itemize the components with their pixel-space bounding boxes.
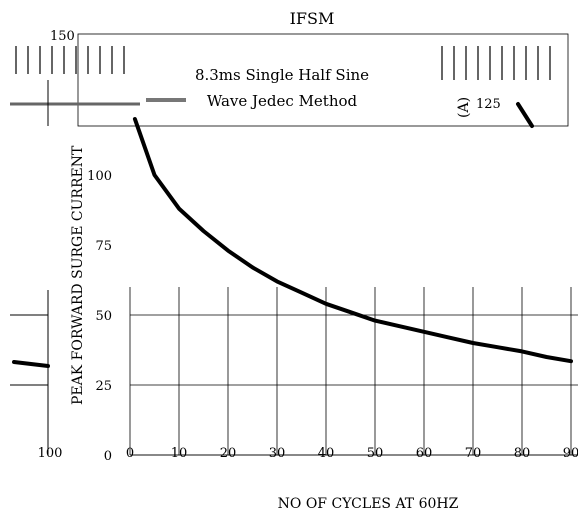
x-tick-label: 10: [171, 446, 188, 461]
y-tick-label: 75: [95, 239, 112, 254]
tick-labels: 0 10 20 30 40 50 60 70 80 90 0 25 50 75 100 125 150: [50, 29, 578, 464]
x-tick-label: 30: [269, 446, 286, 461]
y-axis-label: PEAK FORWARD SURGE CURRENT: [70, 145, 86, 405]
chart-title: IFSM: [290, 9, 335, 28]
fragment-tick-label: 100: [38, 446, 63, 461]
x-tick-label: 50: [367, 446, 384, 461]
y-tick-label: 150: [50, 29, 75, 44]
series-curves: [132, 117, 573, 364]
annotation-line-1: 8.3ms Single Half Sine: [195, 66, 369, 84]
y-tick-label: 100: [87, 169, 112, 184]
y-tick-label: 0: [104, 449, 112, 464]
series-line: [132, 117, 573, 364]
x-axis-label: NO OF CYCLES AT 60HZ: [278, 496, 459, 512]
decorative-fragments: 10 0: [10, 33, 569, 461]
annotation-line-2: Wave Jedec Method: [207, 92, 358, 110]
y-tick-label: 50: [95, 309, 112, 324]
y-tick-label: 125: [476, 97, 501, 112]
x-tick-label: 80: [514, 446, 531, 461]
y-tick-label: 25: [95, 379, 112, 394]
top-frame: [77, 33, 569, 127]
x-tick-label: 20: [220, 446, 237, 461]
x-tick-label: 40: [318, 446, 335, 461]
left-fragment-curve: [12, 360, 50, 368]
x-tick-label: 90: [563, 446, 578, 461]
x-tick-label: 70: [465, 446, 482, 461]
x-tick-label: 60: [416, 446, 433, 461]
right-fragment-curve: [516, 102, 534, 128]
x-tick-label: 0: [126, 446, 134, 461]
annotation-box: 8.3ms Single Half Sine Wave Jedec Method: [146, 58, 410, 120]
y-axis-unit: (A): [456, 97, 472, 118]
